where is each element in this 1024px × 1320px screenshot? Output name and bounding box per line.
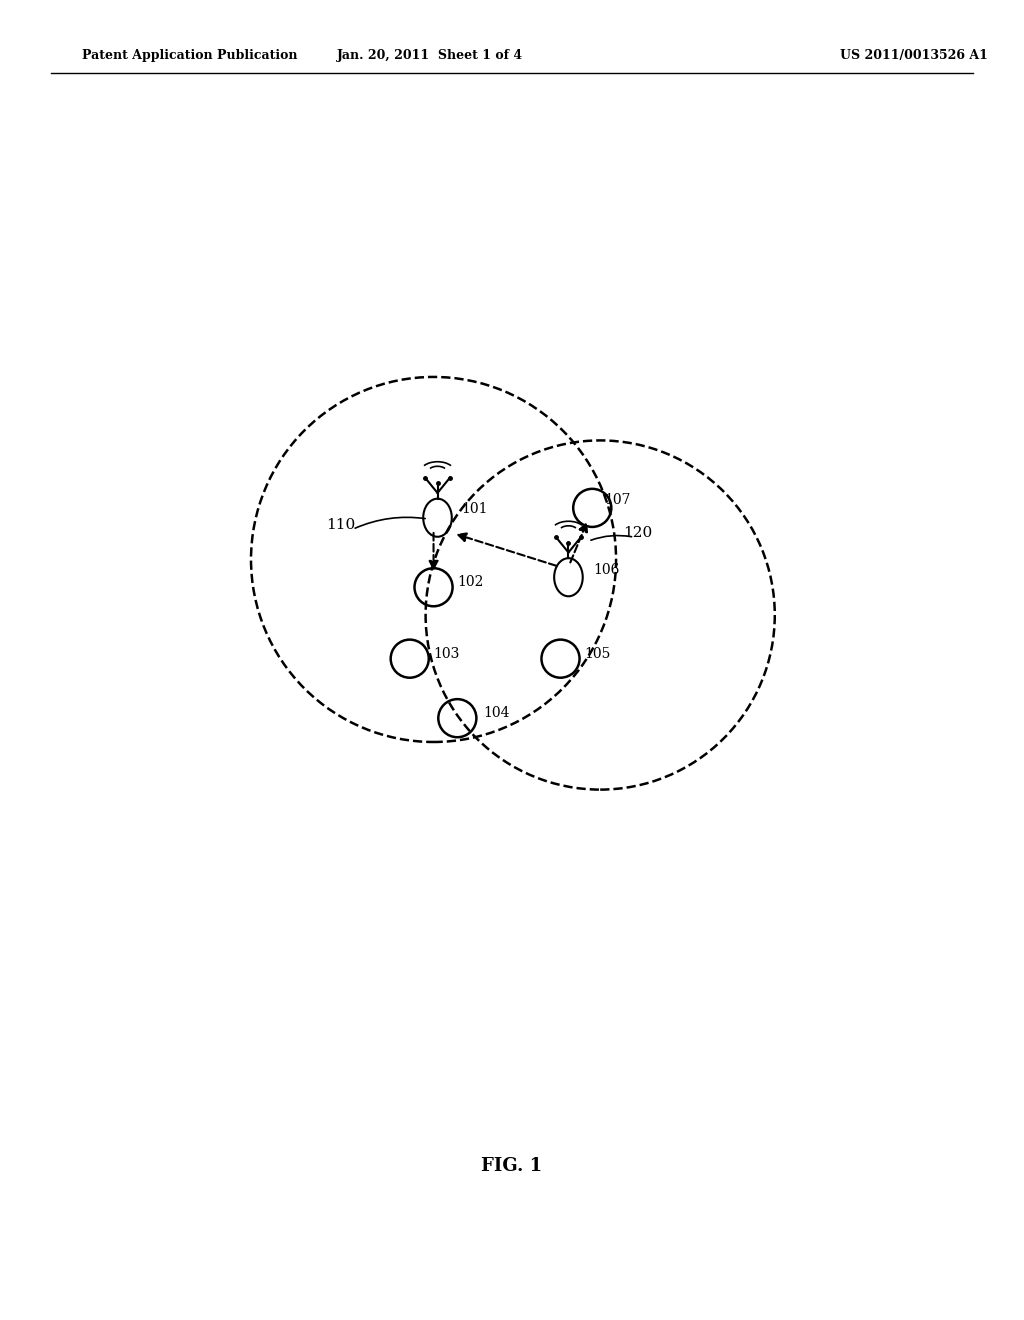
Text: 106: 106	[593, 562, 620, 577]
Text: 120: 120	[623, 527, 652, 540]
Text: 102: 102	[458, 576, 483, 590]
Text: 103: 103	[433, 647, 460, 661]
Text: 105: 105	[585, 647, 610, 661]
Text: Patent Application Publication: Patent Application Publication	[82, 49, 297, 62]
Text: 104: 104	[483, 706, 510, 721]
Text: US 2011/0013526 A1: US 2011/0013526 A1	[840, 49, 987, 62]
Text: Jan. 20, 2011  Sheet 1 of 4: Jan. 20, 2011 Sheet 1 of 4	[337, 49, 523, 62]
Text: FIG. 1: FIG. 1	[481, 1156, 543, 1175]
Text: 110: 110	[326, 519, 355, 532]
Text: 107: 107	[604, 492, 631, 507]
Text: 101: 101	[461, 503, 487, 516]
